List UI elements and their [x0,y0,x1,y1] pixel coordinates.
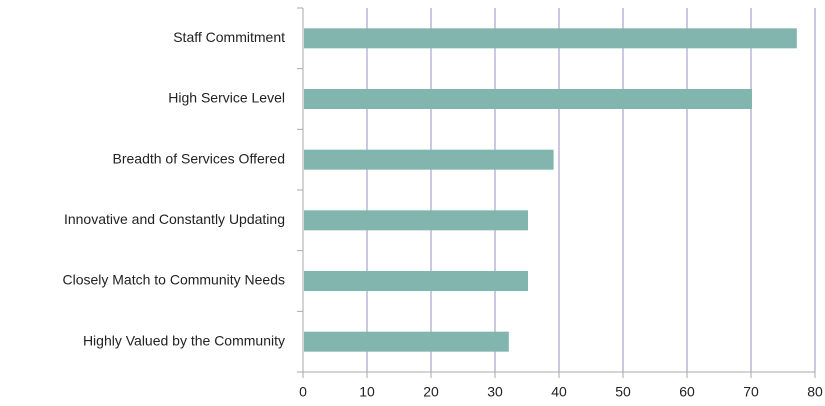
x-tick-label: 50 [615,384,631,400]
x-tick-label: 80 [807,384,823,400]
x-tick-label: 0 [299,384,307,400]
bar [304,331,509,352]
x-tick-label: 70 [743,384,759,400]
y-tick-label: Staff Commitment [173,29,285,45]
bar [304,149,554,170]
y-tick-label: Closely Match to Community Needs [62,272,285,288]
y-tick-label: Innovative and Constantly Updating [64,211,285,227]
bar [304,89,752,109]
bar [304,210,528,231]
x-tick-label: 60 [679,384,695,400]
bar [304,271,528,291]
x-tick-label: 20 [423,384,439,400]
y-tick-label: Highly Valued by the Community [83,332,285,348]
x-tick-label: 10 [359,384,375,400]
x-tick-label: 40 [551,384,567,400]
y-tick-label: Breadth of Services Offered [113,150,286,166]
bar [304,28,797,49]
y-tick-label: High Service Level [168,90,285,106]
x-tick-label: 30 [487,384,503,400]
